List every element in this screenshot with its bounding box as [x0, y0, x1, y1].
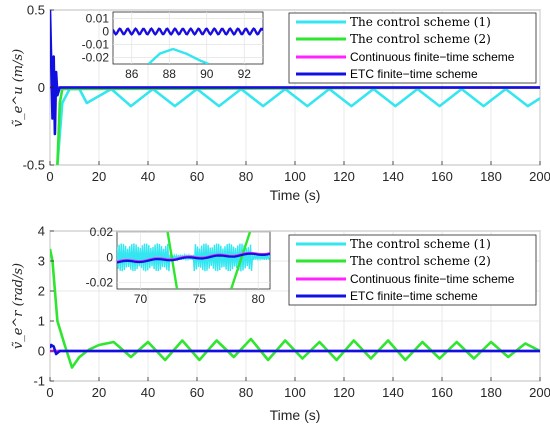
- inset-plot-area-top: [112, 11, 264, 65]
- inset-y-tick-label: -0.02: [82, 51, 110, 65]
- x-tick-label: 200: [529, 385, 550, 400]
- x-tick-label: 40: [141, 385, 155, 400]
- x-tick-label: 60: [190, 385, 204, 400]
- x-tick-label: 0: [46, 169, 53, 184]
- legend-label-cyan: The control scheme (1): [350, 237, 491, 251]
- inset-ticks-bottom: 70 75 80 0.02 0 -0.02: [86, 225, 266, 306]
- x-tick-label: 100: [284, 385, 306, 400]
- chart-top: 0 20 40 60 80 100 120 140 160 180 200 -0.500.5 Tim…: [11, 3, 550, 204]
- x-axis-label-top: Time (s): [270, 187, 321, 203]
- inset-series-blue-line: [117, 252, 270, 264]
- y-tick-label: 1: [38, 314, 45, 329]
- series-cyan-line: [56, 87, 540, 165]
- inset-top: 86 88 90 92 0.010-0.01-0.02: [82, 11, 264, 82]
- inset-y-tick-label: 0: [106, 250, 113, 264]
- inset-x-tick-label: 88: [163, 67, 177, 81]
- y-tick-label: 4: [38, 224, 45, 239]
- inset-x-tick-label: 86: [125, 67, 139, 81]
- inset-series-bottom: [117, 231, 270, 289]
- x-ticks-bottom: 0 20 40 60 80 100 120 140 160 180 200: [46, 377, 550, 400]
- legend-label-green: The control scheme (2): [350, 32, 491, 46]
- legend-label-green: The control scheme (2): [350, 254, 491, 268]
- x-tick-label: 140: [382, 169, 404, 184]
- inset-series-cyan-line: [147, 47, 210, 64]
- legend-label-blue: ETC finite−time scheme: [350, 67, 478, 81]
- legend-box-top: [288, 12, 537, 84]
- x-tick-label: 0: [46, 385, 53, 400]
- inset-x-tick-label: 75: [193, 292, 207, 306]
- x-tick-label: 80: [239, 385, 253, 400]
- x-tick-label: 60: [190, 169, 204, 184]
- inset-series-green-line: [230, 232, 252, 289]
- x-axis-label-bottom: Time (s): [270, 407, 321, 423]
- legend-label-magenta: Continuous finite−time scheme: [350, 50, 515, 64]
- series-group-bottom: [50, 248, 540, 369]
- inset-series-cyan-line: [117, 243, 270, 272]
- legend-label-cyan: The control scheme (1): [350, 15, 491, 29]
- inset-y-tick-label: 0.01: [86, 12, 110, 26]
- x-ticks-top: 0 20 40 60 80 100 120 140 160 180 200: [46, 161, 550, 184]
- inset-y-tick-label: 0: [102, 25, 109, 39]
- y-axis-label-top: ṽ_e^u (m/s): [11, 49, 26, 127]
- y-tick-label: 0: [38, 80, 45, 95]
- inset-x-tick-label: 80: [252, 292, 266, 306]
- inset-x-tick-label: 70: [134, 292, 148, 306]
- series-blue-line: [50, 10, 540, 136]
- x-tick-label: 20: [92, 169, 106, 184]
- x-tick-label: 20: [92, 385, 106, 400]
- inset-series-top: [113, 12, 263, 64]
- inset-y-tick-label: 0.02: [90, 225, 114, 239]
- legend-bottom: The control scheme (1) The control schem…: [288, 234, 537, 306]
- y-tick-label: 3: [38, 254, 45, 269]
- x-tick-label: 160: [431, 385, 453, 400]
- y-ticks-top: -0.5 0 0.5: [23, 3, 54, 173]
- inset-x-tick-label: 90: [200, 67, 214, 81]
- y-tick-label: 2: [38, 284, 45, 299]
- x-tick-label: 80: [239, 169, 253, 184]
- y-tick-label: -0.5: [23, 158, 45, 173]
- inset-y-tick-label: -0.02: [86, 276, 114, 290]
- legend-box-bottom: [288, 234, 537, 306]
- inset-bottom: 70 75 80 0.02 0 -0.02: [86, 225, 271, 306]
- x-tick-label: 40: [141, 169, 155, 184]
- x-tick-label: 140: [382, 385, 404, 400]
- x-tick-label: 200: [529, 169, 550, 184]
- inset-y-tick-label: -0.01: [82, 38, 110, 52]
- inset-ticks-top: 86 88 90 92 0.010-0.01-0.02: [82, 12, 252, 82]
- x-tick-label: 160: [431, 169, 453, 184]
- legend-top: The control scheme (1) The control schem…: [288, 12, 537, 84]
- y-tick-label: 0.5: [27, 3, 45, 18]
- x-tick-label: 180: [480, 169, 502, 184]
- y-ticks-bottom: -1 0 1 2 3 4: [33, 224, 54, 389]
- x-tick-label: 120: [333, 169, 355, 184]
- inset-x-tick-label: 92: [238, 67, 252, 81]
- series-blue-line: [50, 343, 540, 356]
- y-axis-label-bottom: ṽ_e^r (rad/s): [11, 263, 26, 349]
- series-group-top: [50, 10, 540, 165]
- x-tick-label: 180: [480, 385, 502, 400]
- y-tick-label: 0: [38, 344, 45, 359]
- inset-series-blue-line: [113, 27, 263, 36]
- y-tick-label: -1: [33, 374, 45, 389]
- legend-label-blue: ETC finite−time scheme: [350, 289, 478, 303]
- x-tick-label: 100: [284, 169, 306, 184]
- x-tick-label: 120: [333, 385, 355, 400]
- legend-label-magenta: Continuous finite−time scheme: [350, 272, 515, 286]
